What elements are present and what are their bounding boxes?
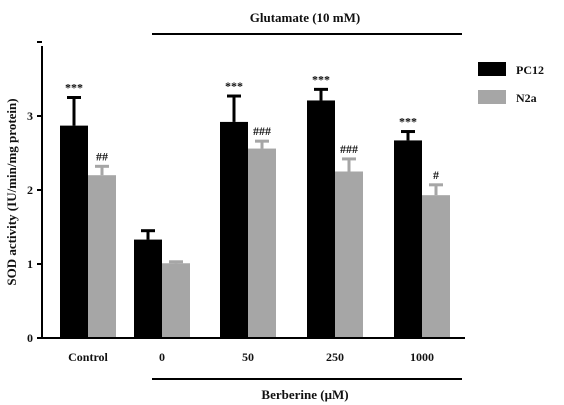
y-tick-label: 3 — [27, 109, 33, 123]
significance-label: ### — [253, 124, 271, 138]
bar-n2a-3 — [335, 171, 363, 338]
legend: PC12 N2a — [478, 62, 544, 105]
bar-pc12-4 — [394, 140, 422, 338]
y-tick-label: 2 — [27, 183, 33, 197]
bar-n2a-0 — [88, 175, 116, 338]
significance-label: *** — [312, 72, 330, 86]
bar-pc12-1 — [134, 239, 162, 338]
x-tick-label: 250 — [326, 350, 344, 364]
axes: 0 1 2 3 SOD activity (IU/min/mg protein) Cont… — [4, 41, 465, 364]
berberine-label: Berberine (μM) — [261, 387, 348, 402]
bar-n2a-2 — [248, 148, 276, 338]
significance-label: *** — [65, 81, 83, 95]
significance-label: ### — [340, 142, 358, 156]
legend-swatch-n2a — [478, 90, 506, 104]
x-tick-label: 0 — [159, 350, 165, 364]
y-axis-title: SOD activity (IU/min/mg protein) — [4, 98, 19, 285]
group-annotations: Glutamate (10 mM) Berberine (μM) — [152, 10, 462, 402]
legend-swatch-pc12 — [478, 62, 506, 76]
plot-area: *** *** ******######### — [60, 72, 450, 339]
significance-label: *** — [399, 115, 417, 129]
significance-label: # — [433, 168, 439, 182]
legend-label: N2a — [516, 91, 537, 105]
significance-label: ## — [96, 149, 108, 163]
y-tick-label: 0 — [27, 331, 33, 345]
bar-pc12-2 — [220, 121, 248, 338]
significance-label: *** — [225, 79, 243, 93]
x-tick-label: 50 — [242, 350, 254, 364]
bar-n2a-1 — [162, 263, 190, 338]
bar-n2a-4 — [422, 195, 450, 338]
glutamate-label: Glutamate (10 mM) — [250, 10, 360, 25]
y-tick-label: 1 — [27, 257, 33, 271]
legend-label: PC12 — [516, 63, 544, 77]
x-tick-label: 1000 — [410, 350, 434, 364]
x-tick-label: Control — [68, 350, 108, 364]
bar-pc12-3 — [307, 100, 335, 339]
bar-pc12-0 — [60, 125, 88, 339]
